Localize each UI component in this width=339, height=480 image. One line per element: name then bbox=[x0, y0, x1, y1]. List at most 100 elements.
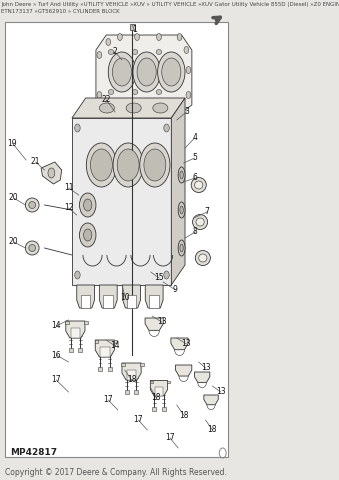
Circle shape bbox=[84, 199, 92, 211]
Ellipse shape bbox=[195, 181, 203, 189]
Text: 13: 13 bbox=[157, 317, 166, 326]
Circle shape bbox=[118, 34, 122, 40]
Circle shape bbox=[108, 52, 136, 92]
Text: 22: 22 bbox=[101, 96, 111, 105]
Polygon shape bbox=[123, 285, 140, 308]
Bar bbox=[149, 381, 153, 383]
Ellipse shape bbox=[108, 49, 114, 55]
Circle shape bbox=[79, 223, 96, 247]
Text: 17: 17 bbox=[103, 396, 113, 405]
Circle shape bbox=[177, 105, 182, 111]
Polygon shape bbox=[72, 98, 185, 118]
Bar bbox=[167, 381, 170, 383]
Polygon shape bbox=[149, 295, 159, 308]
Circle shape bbox=[86, 143, 117, 187]
Text: 5: 5 bbox=[192, 154, 197, 163]
Text: 20: 20 bbox=[9, 238, 19, 247]
Text: 13: 13 bbox=[201, 363, 211, 372]
Bar bbox=[162, 407, 166, 411]
Polygon shape bbox=[122, 363, 141, 380]
Ellipse shape bbox=[180, 244, 183, 252]
Circle shape bbox=[140, 143, 170, 187]
Ellipse shape bbox=[99, 103, 115, 113]
Text: 12: 12 bbox=[64, 204, 73, 213]
Circle shape bbox=[97, 92, 102, 98]
Ellipse shape bbox=[178, 167, 185, 183]
Polygon shape bbox=[145, 318, 163, 330]
Text: Copyright © 2017 Deere & Company. All Rights Reserved.: Copyright © 2017 Deere & Company. All Ri… bbox=[5, 468, 227, 477]
Bar bbox=[68, 348, 73, 352]
Circle shape bbox=[48, 168, 55, 178]
Text: 6: 6 bbox=[192, 173, 197, 182]
Ellipse shape bbox=[193, 215, 207, 229]
Circle shape bbox=[186, 92, 191, 98]
Text: 7: 7 bbox=[204, 207, 210, 216]
Text: 13: 13 bbox=[216, 387, 225, 396]
Text: 3: 3 bbox=[184, 108, 189, 117]
Ellipse shape bbox=[180, 206, 183, 214]
Text: 13: 13 bbox=[182, 339, 191, 348]
Text: 14: 14 bbox=[52, 322, 61, 331]
Text: 2: 2 bbox=[113, 48, 118, 57]
Circle shape bbox=[117, 149, 139, 181]
Bar bbox=[78, 348, 82, 352]
Bar bbox=[152, 407, 156, 411]
Circle shape bbox=[137, 58, 156, 86]
Circle shape bbox=[75, 271, 80, 279]
Polygon shape bbox=[81, 295, 91, 308]
Ellipse shape bbox=[199, 254, 207, 262]
Text: 18: 18 bbox=[127, 375, 136, 384]
Text: 17: 17 bbox=[134, 416, 143, 424]
Polygon shape bbox=[77, 285, 95, 308]
Bar bbox=[107, 367, 112, 371]
Polygon shape bbox=[103, 295, 113, 308]
Polygon shape bbox=[96, 35, 192, 115]
Text: 11: 11 bbox=[64, 183, 73, 192]
Text: 20: 20 bbox=[9, 193, 19, 203]
Polygon shape bbox=[99, 285, 117, 308]
Circle shape bbox=[164, 124, 169, 132]
Polygon shape bbox=[155, 387, 163, 396]
Ellipse shape bbox=[178, 240, 185, 256]
Text: 15: 15 bbox=[154, 274, 164, 283]
Circle shape bbox=[75, 124, 80, 132]
Circle shape bbox=[106, 38, 111, 46]
Circle shape bbox=[184, 47, 189, 53]
Circle shape bbox=[113, 58, 132, 86]
Ellipse shape bbox=[191, 178, 206, 192]
Ellipse shape bbox=[29, 244, 36, 252]
Circle shape bbox=[113, 143, 143, 187]
Text: John Deere » Turf And Utility »UTILITY VEHICLE »XUV » UTILITY VEHICLE »XUV Gator: John Deere » Turf And Utility »UTILITY V… bbox=[1, 2, 339, 14]
Ellipse shape bbox=[25, 241, 39, 255]
Polygon shape bbox=[71, 328, 80, 338]
Text: MP42817: MP42817 bbox=[10, 448, 57, 457]
Circle shape bbox=[84, 229, 92, 241]
Bar bbox=[129, 24, 135, 30]
Circle shape bbox=[186, 67, 191, 73]
Polygon shape bbox=[176, 365, 192, 376]
Polygon shape bbox=[127, 295, 136, 308]
Bar bbox=[140, 363, 144, 366]
Ellipse shape bbox=[108, 89, 114, 95]
Bar bbox=[114, 340, 117, 343]
Circle shape bbox=[144, 149, 166, 181]
Polygon shape bbox=[100, 347, 109, 357]
Ellipse shape bbox=[180, 171, 183, 179]
Circle shape bbox=[91, 149, 113, 181]
Text: 21: 21 bbox=[31, 157, 40, 167]
Text: 8: 8 bbox=[193, 228, 198, 237]
Polygon shape bbox=[171, 98, 185, 285]
Circle shape bbox=[104, 105, 108, 111]
Bar bbox=[98, 367, 102, 371]
Text: 18: 18 bbox=[179, 410, 188, 420]
Bar bbox=[121, 363, 125, 366]
Text: 18: 18 bbox=[208, 425, 217, 434]
Ellipse shape bbox=[153, 103, 168, 113]
Polygon shape bbox=[171, 338, 188, 350]
Ellipse shape bbox=[195, 251, 211, 265]
Ellipse shape bbox=[25, 198, 39, 212]
Polygon shape bbox=[127, 370, 136, 380]
Polygon shape bbox=[145, 285, 163, 308]
Polygon shape bbox=[66, 321, 85, 338]
Ellipse shape bbox=[156, 89, 162, 95]
